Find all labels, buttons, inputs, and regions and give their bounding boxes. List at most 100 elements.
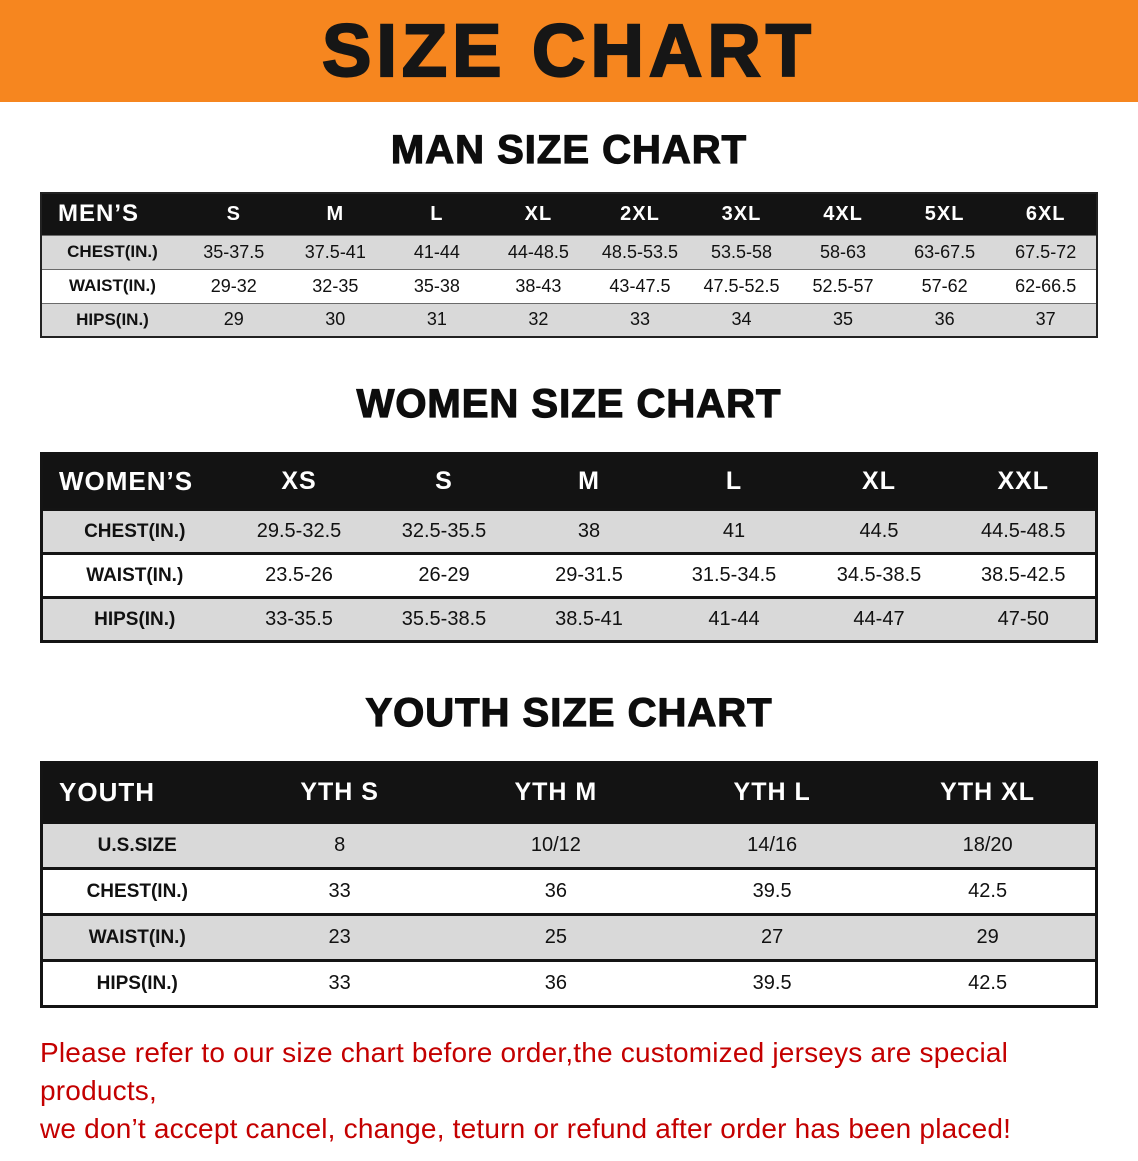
- size-value: 29-32: [183, 268, 285, 303]
- size-column-header: 2XL: [589, 193, 691, 235]
- size-column-header: XL: [487, 193, 590, 235]
- size-value: 10/12: [447, 821, 664, 869]
- size-value: 53.5-58: [690, 234, 793, 269]
- size-value: 25: [447, 913, 664, 961]
- size-value: 32: [487, 302, 590, 337]
- size-value: 33-35.5: [226, 596, 372, 642]
- size-value: 41: [661, 508, 807, 554]
- youth-section-heading: YOUTH SIZE CHART: [365, 690, 773, 735]
- row-label: CHEST(IN.): [41, 234, 183, 269]
- size-column-header: 3XL: [690, 193, 793, 235]
- row-label: CHEST(IN.): [41, 867, 232, 915]
- row-label: HIPS(IN.): [41, 596, 227, 642]
- size-value: 33: [231, 959, 448, 1007]
- size-value: 29: [880, 913, 1097, 961]
- row-label: WAIST(IN.): [41, 268, 183, 303]
- size-value: 47-50: [951, 596, 1097, 642]
- table-row: HIPS(IN.) 33-35.5 35.5-38.5 38.5-41 41-44 44-…: [41, 596, 1097, 642]
- size-column-header: YTH XL: [880, 762, 1097, 823]
- size-value: 30: [284, 302, 387, 337]
- men-table-header-row: MEN’S S M L XL 2XL 3XL 4XL 5XL 6XL: [41, 193, 1097, 235]
- size-column-header: 6XL: [995, 193, 1097, 235]
- size-value: 38-43: [487, 268, 590, 303]
- size-value: 67.5-72: [995, 234, 1097, 269]
- size-value: 52.5-57: [792, 268, 894, 303]
- footer-note: Please refer to our size chart before or…: [40, 1034, 1098, 1147]
- footer-note-line2: we don’t accept cancel, change, teturn o…: [40, 1112, 1012, 1144]
- size-value: 48.5-53.5: [589, 234, 691, 269]
- size-value: 23.5-26: [226, 552, 372, 598]
- size-value: 38: [516, 508, 662, 554]
- size-value: 44.5: [806, 508, 952, 554]
- size-value: 29.5-32.5: [226, 508, 372, 554]
- size-column-header: 5XL: [893, 193, 996, 235]
- size-chart-sections: MAN SIZE CHART MEN’S S M L XL 2XL 3XL 4XL 5XL 6XL C…: [0, 127, 1138, 1008]
- size-value: 32-35: [284, 268, 387, 303]
- table-row: WAIST(IN.) 23.5-26 26-29 29-31.5 31.5-34.5 34…: [41, 552, 1097, 598]
- row-label: CHEST(IN.): [41, 508, 227, 554]
- youth-size-section: YOUTH SIZE CHART YOUTH YTH S YTH M YTH L YTH …: [0, 690, 1138, 1008]
- size-value: 29: [183, 302, 285, 337]
- row-label: WAIST(IN.): [41, 552, 227, 598]
- size-value: 8: [231, 821, 448, 869]
- size-value: 18/20: [880, 821, 1097, 869]
- men-size-table: MEN’S S M L XL 2XL 3XL 4XL 5XL 6XL CHEST(IN.) 35-37…: [40, 192, 1098, 338]
- size-value: 37: [995, 302, 1097, 337]
- table-row: CHEST(IN.) 35-37.5 37.5-41 41-44 44-48.5 48.5…: [41, 234, 1097, 269]
- size-value: 14/16: [664, 821, 881, 869]
- size-value: 35: [792, 302, 894, 337]
- size-value: 35.5-38.5: [371, 596, 517, 642]
- size-column-header: YTH M: [447, 762, 664, 823]
- men-table-header-label: MEN’S: [41, 193, 183, 235]
- table-row: CHEST(IN.) 33 36 39.5 42.5: [41, 867, 1097, 915]
- size-value: 43-47.5: [589, 268, 691, 303]
- youth-table-header-label: YOUTH: [41, 762, 232, 823]
- size-value: 33: [231, 867, 448, 915]
- youth-table-header-row: YOUTH YTH S YTH M YTH L YTH XL: [41, 762, 1097, 823]
- row-label: HIPS(IN.): [41, 959, 232, 1007]
- youth-size-table: YOUTH YTH S YTH M YTH L YTH XL U.S.SIZE 8 10/12…: [40, 761, 1098, 1008]
- table-row: CHEST(IN.) 29.5-32.5 32.5-35.5 38 41 44.5 44.5…: [41, 508, 1097, 554]
- size-value: 38.5-42.5: [951, 552, 1097, 598]
- size-value: 38.5-41: [516, 596, 662, 642]
- size-column-header: M: [284, 193, 387, 235]
- women-section-heading: WOMEN SIZE CHART: [356, 381, 782, 426]
- footer-note-line1: Please refer to our size chart before or…: [40, 1037, 1009, 1106]
- size-value: 32.5-35.5: [371, 508, 517, 554]
- table-row: WAIST(IN.) 29-32 32-35 35-38 38-43 43-47.5 47.…: [41, 268, 1097, 303]
- size-value: 33: [589, 302, 691, 337]
- size-value: 35-37.5: [183, 234, 285, 269]
- size-value: 37.5-41: [284, 234, 387, 269]
- women-table-header-label: WOMEN’S: [41, 453, 227, 510]
- size-value: 39.5: [664, 959, 881, 1007]
- table-row: U.S.SIZE 8 10/12 14/16 18/20: [41, 821, 1097, 869]
- size-value: 31: [386, 302, 488, 337]
- row-label: HIPS(IN.): [41, 302, 183, 337]
- size-value: 29-31.5: [516, 552, 662, 598]
- size-value: 39.5: [664, 867, 881, 915]
- size-value: 27: [664, 913, 881, 961]
- size-value: 34.5-38.5: [806, 552, 952, 598]
- size-value: 44.5-48.5: [951, 508, 1097, 554]
- table-row: WAIST(IN.) 23 25 27 29: [41, 913, 1097, 961]
- size-column-header: 4XL: [792, 193, 894, 235]
- size-value: 42.5: [880, 867, 1097, 915]
- row-label: WAIST(IN.): [41, 913, 232, 961]
- size-value: 47.5-52.5: [690, 268, 793, 303]
- size-column-header: S: [183, 193, 285, 235]
- size-chart-banner: SIZE CHART: [0, 0, 1138, 102]
- size-value: 34: [690, 302, 793, 337]
- size-value: 41-44: [661, 596, 807, 642]
- size-column-header: YTH L: [664, 762, 881, 823]
- size-value: 36: [893, 302, 996, 337]
- size-value: 42.5: [880, 959, 1097, 1007]
- size-value: 63-67.5: [893, 234, 996, 269]
- size-value: 36: [447, 867, 664, 915]
- women-size-section: WOMEN SIZE CHART WOMEN’S XS S M L XL XXL CHEST(I…: [0, 381, 1138, 643]
- men-section-heading: MAN SIZE CHART: [390, 127, 748, 172]
- size-value: 35-38: [386, 268, 488, 303]
- women-table-header-row: WOMEN’S XS S M L XL XXL: [41, 453, 1097, 510]
- page-title: SIZE CHART: [321, 9, 816, 92]
- table-row: HIPS(IN.) 33 36 39.5 42.5: [41, 959, 1097, 1007]
- row-label: U.S.SIZE: [41, 821, 232, 869]
